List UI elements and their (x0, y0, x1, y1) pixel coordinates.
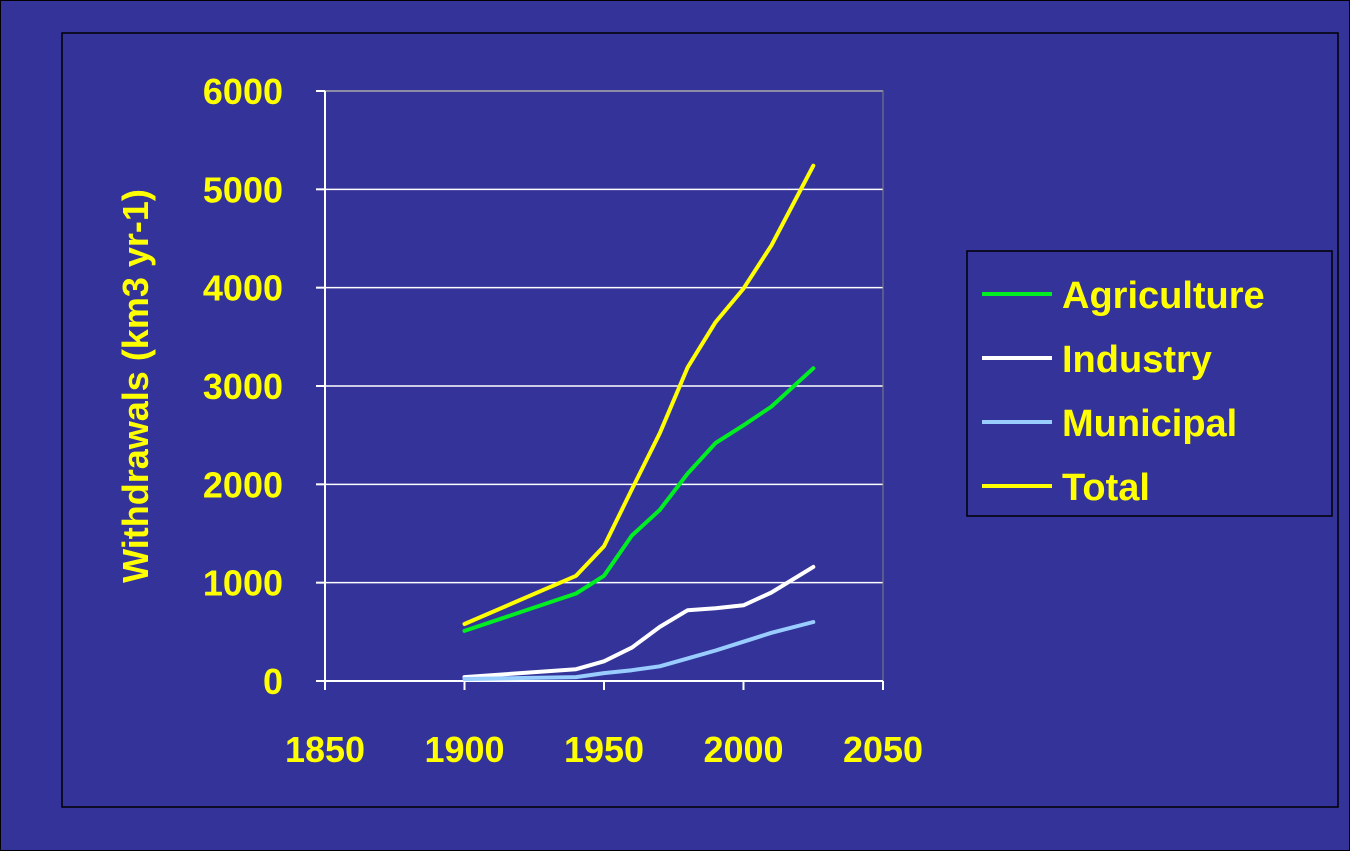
y-tick-label: 3000 (203, 366, 283, 407)
y-tick-label: 5000 (203, 169, 283, 210)
legend-label-municipal: Municipal (1062, 403, 1237, 445)
legend-label-industry: Industry (1062, 339, 1212, 381)
legend: Agriculture Industry Municipal Total (966, 250, 1333, 517)
series-line-total (462, 163, 816, 626)
series-line-municipal (462, 620, 816, 681)
x-tick-labels: 1850 1900 1950 2000 2050 (285, 729, 923, 770)
series-line-agriculture (462, 366, 816, 633)
y-tick-labels: 0 1000 2000 3000 4000 5000 6000 (203, 71, 283, 702)
series-line-industry (462, 564, 816, 680)
x-tick-label: 2000 (703, 729, 783, 770)
x-tick-label: 1900 (424, 729, 504, 770)
legend-label-agriculture: Agriculture (1062, 275, 1265, 317)
y-tick-label: 2000 (203, 464, 283, 505)
gridlines (325, 90, 883, 584)
x-tick-label: 2050 (843, 729, 923, 770)
y-tick-label: 4000 (203, 268, 283, 309)
x-tick-label: 1950 (564, 729, 644, 770)
axes (316, 90, 884, 690)
x-tick-label: 1850 (285, 729, 365, 770)
y-tick-label: 1000 (203, 563, 283, 604)
y-tick-label: 6000 (203, 71, 283, 112)
chart-area-border (61, 32, 1339, 808)
series-lines (462, 163, 816, 681)
y-tick-label: 0 (263, 661, 283, 702)
legend-label-total: Total (1062, 467, 1150, 509)
y-axis-label: Withdrawals (km3 yr-1) (115, 189, 156, 583)
